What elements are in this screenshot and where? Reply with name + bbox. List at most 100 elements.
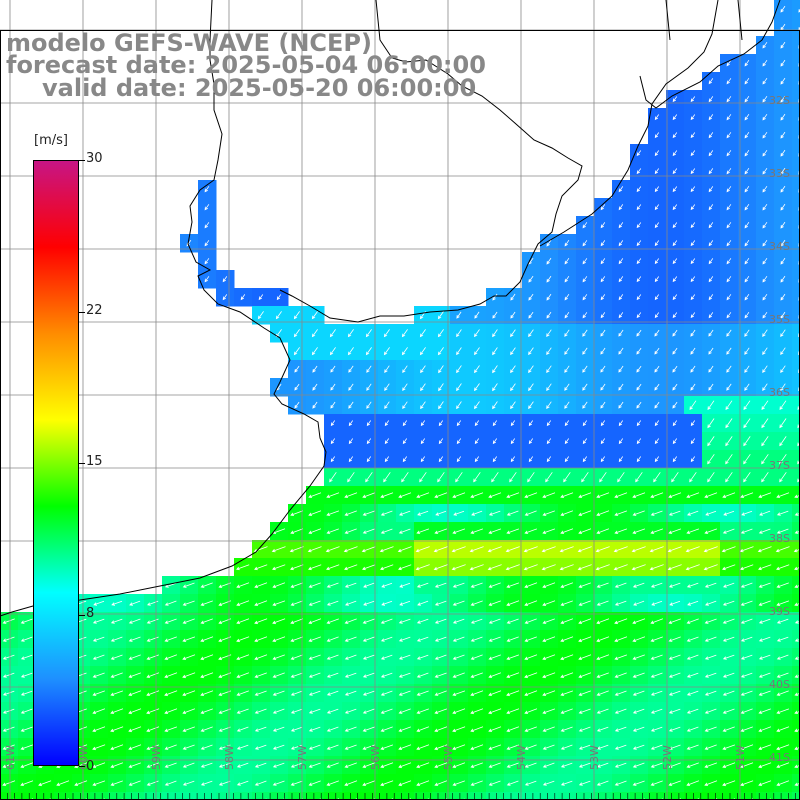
wind-arrow: [650, 708, 663, 714]
latitude-label: 37S: [769, 459, 790, 472]
wind-arrow: [506, 600, 520, 606]
wind-arrow: [474, 456, 480, 463]
wind-arrow: [200, 672, 214, 679]
wind-arrow: [672, 96, 678, 103]
wind-arrow: [492, 329, 498, 338]
wind-arrow: [600, 420, 606, 427]
wind-arrow: [725, 454, 733, 465]
wind-arrow: [578, 492, 592, 498]
wind-arrow: [272, 564, 286, 571]
wind-speed-cell: [792, 630, 800, 649]
wind-arrow: [744, 383, 750, 391]
wind-arrow: [254, 600, 268, 606]
wind-arrow: [758, 528, 771, 534]
wind-arrow: [649, 564, 664, 571]
wind-arrow: [524, 780, 537, 786]
wind-speed-cell: [792, 720, 800, 739]
wind-arrow: [524, 744, 537, 750]
wind-arrow: [708, 114, 714, 121]
wind-arrow: [308, 636, 321, 642]
wind-arrow: [704, 690, 717, 696]
wind-arrow: [542, 510, 555, 516]
wind-arrow: [344, 726, 357, 732]
wind-arrow: [272, 708, 285, 714]
wind-arrow: [469, 564, 484, 571]
wind-arrow: [204, 222, 210, 229]
wind-speed-cell: [90, 792, 109, 800]
wind-arrow: [308, 780, 321, 786]
wind-arrow: [474, 401, 480, 410]
wind-arrow: [469, 546, 484, 553]
wind-arrow: [272, 780, 285, 786]
wind-arrow: [578, 636, 592, 643]
wind-arrow: [20, 654, 33, 660]
wind-arrow: [762, 329, 768, 337]
wind-arrow: [204, 204, 210, 211]
wind-arrow: [348, 456, 354, 463]
wind-arrow: [708, 150, 714, 157]
wind-arrow: [780, 149, 786, 157]
wind-arrow: [668, 726, 681, 732]
wind-arrow: [780, 41, 786, 49]
wind-speed-cell: [378, 792, 397, 800]
wind-arrow: [596, 708, 609, 714]
wind-arrow: [456, 311, 462, 319]
wind-arrow: [326, 672, 339, 678]
wind-arrow: [452, 690, 466, 696]
wind-arrow: [578, 762, 591, 768]
wind-arrow: [650, 582, 663, 588]
wind-arrow: [632, 492, 646, 498]
wind-arrow: [308, 492, 322, 498]
wind-arrow: [110, 654, 123, 660]
wind-arrow: [726, 186, 732, 193]
wind-arrow: [326, 528, 339, 534]
wind-arrow: [402, 401, 408, 409]
wind-speed-cell: [792, 198, 800, 217]
wind-arrow: [744, 95, 750, 103]
wind-arrow: [685, 564, 700, 571]
wind-arrow: [650, 780, 663, 786]
wind-arrow: [726, 60, 732, 67]
wind-arrow: [780, 95, 786, 103]
wind-arrow: [343, 546, 358, 553]
wind-arrow: [578, 726, 591, 732]
wind-arrow: [707, 472, 715, 483]
wind-arrow: [254, 744, 267, 750]
wind-speed-cell: [792, 486, 800, 505]
wind-arrow: [236, 726, 249, 732]
wind-arrow: [762, 131, 768, 139]
wind-arrow: [290, 708, 303, 714]
wind-arrow: [596, 744, 609, 750]
wind-arrow: [650, 528, 664, 534]
wind-speed-cell: [792, 396, 800, 415]
wind-arrow: [146, 672, 160, 678]
wind-arrow: [384, 438, 390, 445]
wind-arrow: [560, 618, 574, 624]
wind-arrow: [488, 690, 502, 696]
wind-arrow: [761, 436, 769, 447]
wind-arrow: [668, 492, 682, 498]
wind-arrow: [451, 546, 466, 553]
wind-arrow: [668, 780, 681, 786]
wind-arrow: [632, 618, 646, 624]
wind-arrow: [650, 690, 663, 696]
wind-arrow: [617, 472, 625, 483]
wind-arrow: [744, 239, 750, 247]
wind-arrow: [744, 347, 750, 355]
wind-arrow: [290, 690, 303, 696]
wind-speed-cell: [792, 522, 800, 541]
wind-arrow: [348, 365, 354, 373]
wind-arrow: [326, 600, 339, 606]
wind-arrow: [93, 600, 105, 606]
wind-arrow: [366, 438, 372, 445]
wind-arrow: [434, 582, 447, 588]
wind-speed-cell: [756, 792, 775, 800]
wind-arrow: [690, 222, 696, 229]
wind-arrow: [707, 454, 715, 465]
wind-arrow: [471, 510, 483, 516]
wind-arrow: [434, 672, 447, 678]
wind-arrow: [668, 618, 681, 624]
wind-arrow: [329, 329, 336, 338]
wind-arrow: [761, 454, 769, 465]
wind-arrow: [596, 690, 609, 696]
